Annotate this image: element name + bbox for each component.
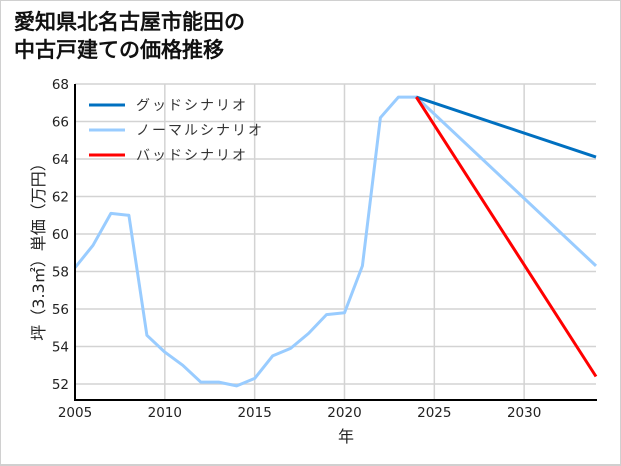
chart-title-line-1: 愛知県北名古屋市能田の <box>14 10 245 34</box>
y-tick-label: 66 <box>52 115 69 131</box>
chart-title: 愛知県北名古屋市能田の 中古戸建ての価格推移 <box>14 8 245 64</box>
x-tick-label: 2025 <box>417 405 451 421</box>
y-tick-label: 64 <box>52 152 69 168</box>
legend-label: ノーマルシナリオ <box>136 123 264 139</box>
chart-title-line-2: 中古戸建ての価格推移 <box>14 38 224 62</box>
x-tick-label: 2015 <box>237 405 271 421</box>
series-line <box>415 95 597 159</box>
y-tick-label: 56 <box>52 302 69 318</box>
y-axis-label: 坪（3.3㎡）単価（万円） <box>29 155 48 340</box>
y-axis-ticks: 52 54 56 58 60 62 64 66 68 <box>52 77 69 393</box>
x-tick-label: 2020 <box>327 405 361 421</box>
legend-label: バッドシナリオ <box>136 148 248 164</box>
y-tick-label: 58 <box>52 265 69 281</box>
x-axis-ticks: 2005 2010 2015 2020 2025 2030 <box>58 405 541 421</box>
x-tick-label: 2005 <box>58 405 92 421</box>
series-line <box>415 96 598 378</box>
y-tick-label: 62 <box>52 190 69 206</box>
x-tick-label: 2010 <box>148 405 182 421</box>
series-lines <box>73 95 598 388</box>
y-tick-label: 60 <box>52 227 69 243</box>
x-axis-label: 年 <box>338 427 354 446</box>
y-tick-label: 54 <box>52 340 69 356</box>
x-tick-label: 2030 <box>507 405 541 421</box>
series-line <box>73 95 598 388</box>
legend-label: グッドシナリオ <box>136 98 248 114</box>
grid-lines <box>75 83 596 400</box>
y-tick-label: 52 <box>52 377 69 393</box>
y-tick-label: 68 <box>52 77 69 93</box>
